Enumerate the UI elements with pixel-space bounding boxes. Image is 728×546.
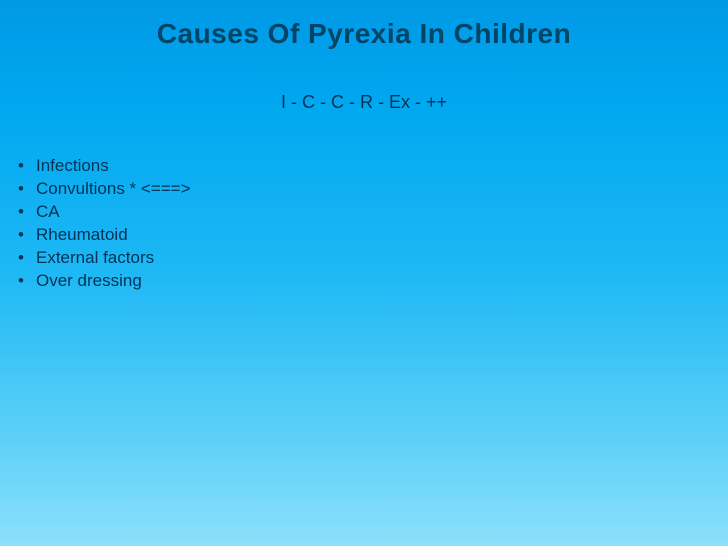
list-item: CA [14,201,728,224]
list-item: Convultions * <===> [14,178,728,201]
slide-title: Causes Of Pyrexia In Children [0,0,728,50]
slide-subtitle: I - C - C - R - Ex - ++ [0,92,728,113]
list-item: Rheumatoid [14,224,728,247]
bullet-list: Infections Convultions * <===> CA Rheuma… [14,155,728,293]
list-item: Infections [14,155,728,178]
list-item: Over dressing [14,270,728,293]
list-item: External factors [14,247,728,270]
